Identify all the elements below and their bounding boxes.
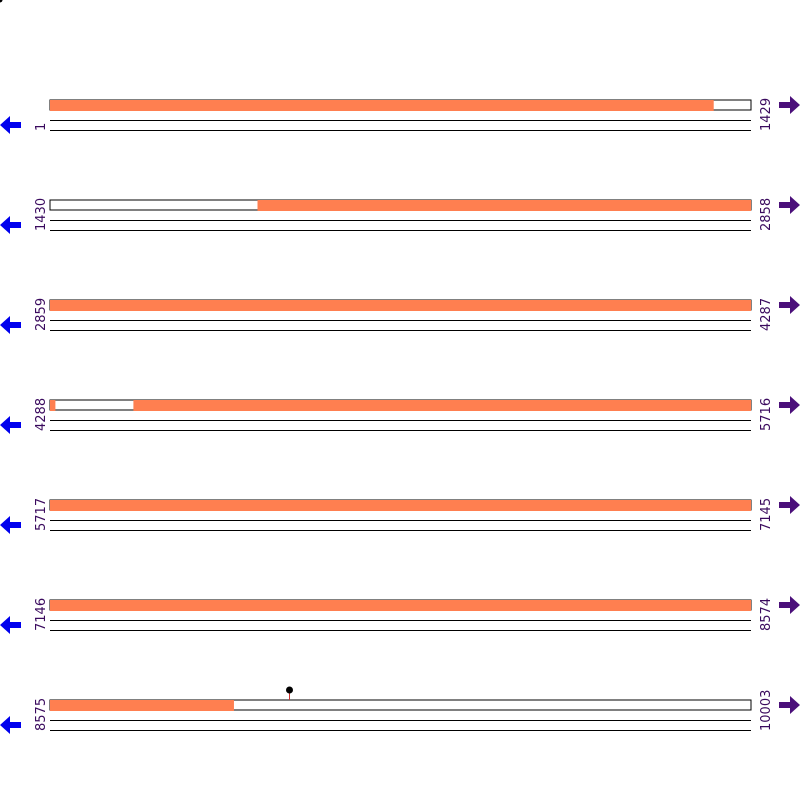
arrow-left-icon[interactable] — [0, 716, 21, 734]
feature-block[interactable] — [133, 400, 751, 411]
sequence-row: 7146 8574 — [0, 596, 800, 634]
feature-block[interactable] — [50, 100, 714, 111]
row-end-label: 4287 — [759, 298, 774, 331]
arrow-left-icon[interactable] — [0, 316, 21, 334]
row-start-label: 7146 — [34, 598, 49, 631]
arrow-right-icon[interactable] — [779, 196, 800, 214]
row-end-label: 5716 — [759, 398, 774, 431]
arrow-left-icon[interactable] — [0, 516, 21, 534]
row-start-label: 2859 — [34, 298, 49, 331]
arrow-right-icon[interactable] — [779, 596, 800, 614]
arrow-left-icon[interactable] — [0, 616, 21, 634]
row-end-label: 1429 — [759, 98, 774, 131]
feature-block[interactable] — [50, 700, 234, 711]
sequence-row: 1430 2858 — [0, 196, 800, 234]
feature-block[interactable] — [50, 500, 751, 511]
arrow-left-icon[interactable] — [0, 416, 21, 434]
sequence-row: 4288 5716 — [0, 396, 800, 434]
sequence-row: 5717 7145 — [0, 496, 800, 534]
sequence-row: 1 1429 — [0, 96, 800, 134]
row-start-label: 1 — [34, 123, 49, 131]
marker-dot-icon — [286, 686, 293, 694]
row-end-label: 2858 — [759, 198, 774, 231]
feature-block[interactable] — [257, 200, 751, 211]
feature-block[interactable] — [50, 300, 751, 311]
row-end-label: 7145 — [759, 498, 774, 531]
corner-dot-icon — [0, 0, 3, 3]
arrow-left-icon[interactable] — [0, 116, 21, 134]
feature-block[interactable] — [50, 400, 56, 411]
arrow-right-icon[interactable] — [779, 396, 800, 414]
arrow-right-icon[interactable] — [779, 96, 800, 114]
row-start-label: 4288 — [34, 398, 49, 431]
row-start-label: 1430 — [34, 198, 49, 231]
position-marker[interactable] — [286, 686, 293, 701]
arrow-left-icon[interactable] — [0, 216, 21, 234]
row-start-label: 8575 — [34, 698, 49, 731]
arrow-right-icon[interactable] — [779, 296, 800, 314]
arrow-right-icon[interactable] — [779, 696, 800, 714]
row-end-label: 8574 — [759, 598, 774, 631]
row-end-label: 10003 — [759, 690, 774, 731]
feature-block[interactable] — [50, 600, 751, 611]
sequence-row: 2859 4287 — [0, 296, 800, 334]
sequence-row: 8575 10003 — [0, 690, 800, 734]
arrow-right-icon[interactable] — [779, 496, 800, 514]
row-start-label: 5717 — [34, 498, 49, 531]
